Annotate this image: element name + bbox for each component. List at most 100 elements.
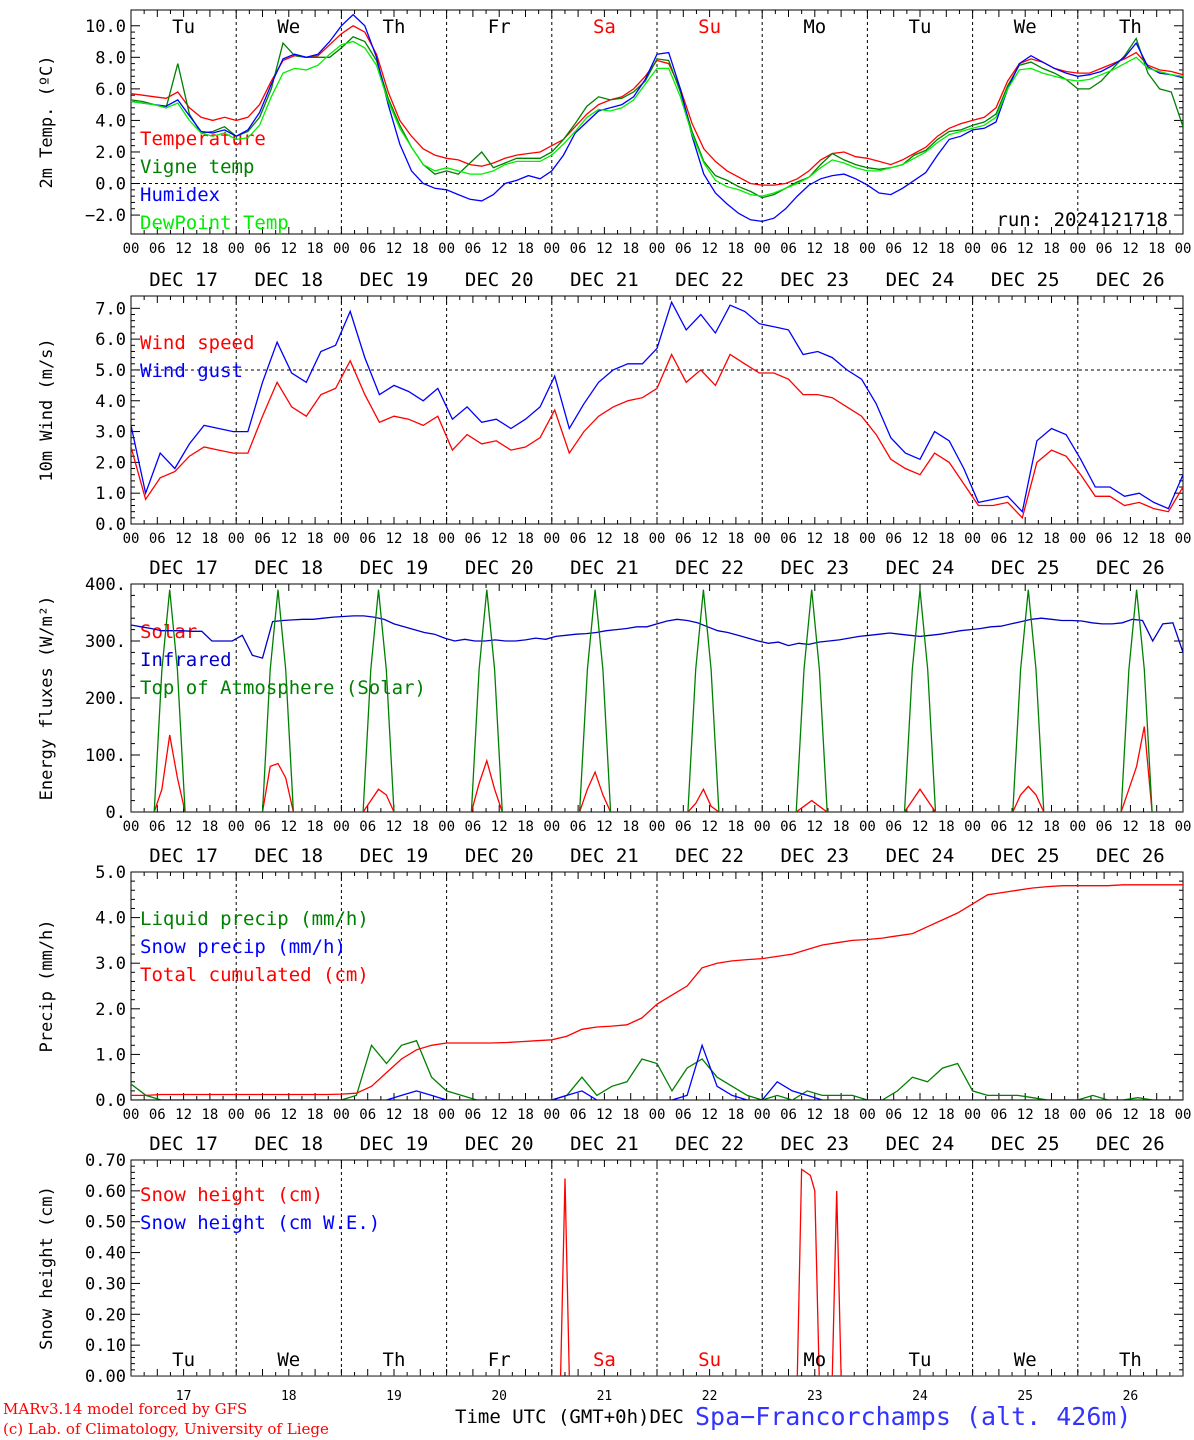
hour-label: 18 (1148, 531, 1165, 547)
y-tick-label: 0.0 (95, 1091, 126, 1111)
y-tick-label: 4.0 (95, 909, 126, 929)
legend-entry: Solar (140, 621, 197, 643)
hour-label: 18 (1148, 241, 1165, 257)
hour-label: 18 (412, 1107, 429, 1123)
y-tick-label: 3.0 (95, 954, 126, 974)
date-label: DEC 20 (465, 1133, 534, 1155)
hour-label: 12 (701, 819, 718, 835)
weekday-label: Su (698, 1349, 721, 1371)
hour-label: 18 (622, 819, 639, 835)
hour-label: 18 (938, 241, 955, 257)
hour-label: 12 (596, 241, 613, 257)
day-number-label: 23 (807, 1389, 823, 1404)
legend-entry: Temperature (140, 128, 266, 150)
series-line-2 (131, 615, 1183, 659)
y-tick-label: 0.0 (95, 515, 126, 535)
hour-label: 00 (228, 531, 245, 547)
hour-label: 12 (806, 241, 823, 257)
hour-label: 18 (622, 1107, 639, 1123)
hour-label: 06 (1096, 1107, 1113, 1123)
hour-label: 12 (1122, 241, 1139, 257)
hour-label: 18 (307, 1107, 324, 1123)
hour-label: 00 (754, 531, 771, 547)
date-label: DEC 21 (570, 557, 639, 579)
hour-label: 18 (201, 531, 218, 547)
hour-label: 06 (254, 819, 271, 835)
day-number-label: 21 (597, 1389, 613, 1404)
credit-line-1: MARv3.14 model forced by GFS (3, 1400, 248, 1418)
y-tick-label: 5.0 (95, 361, 126, 381)
hour-label: 06 (885, 819, 902, 835)
series-line-1 (131, 726, 1183, 812)
hour-label: 12 (386, 241, 403, 257)
date-label: DEC 18 (254, 845, 323, 867)
hour-label: 06 (570, 1107, 587, 1123)
y-axis-title: Snow height (cm) (37, 1186, 57, 1350)
hour-label: 18 (412, 531, 429, 547)
y-tick-label: 0.50 (85, 1213, 126, 1233)
hour-label: 12 (1122, 819, 1139, 835)
hour-label: 00 (859, 241, 876, 257)
weekday-label: Tu (172, 1349, 195, 1371)
hour-label: 06 (990, 241, 1007, 257)
legend-entry: Wind speed (140, 332, 254, 354)
hour-label: 00 (964, 819, 981, 835)
hour-label: 12 (491, 531, 508, 547)
hour-label: 18 (1043, 531, 1060, 547)
hour-label: 12 (491, 241, 508, 257)
weekday-label: We (1014, 16, 1037, 38)
y-tick-label: 300. (85, 632, 126, 652)
hour-label: 06 (149, 819, 166, 835)
hour-label: 18 (517, 819, 534, 835)
y-axis-title: 10m Wind (m/s) (37, 338, 57, 481)
legend-entry: Snow precip (mm/h) (140, 936, 346, 958)
hour-label: 12 (596, 531, 613, 547)
hour-label: 18 (727, 1107, 744, 1123)
hour-label: 00 (543, 819, 560, 835)
hour-label: 12 (596, 1107, 613, 1123)
hour-label: 06 (675, 241, 692, 257)
date-label: DEC 22 (675, 557, 744, 579)
date-label: DEC 21 (570, 845, 639, 867)
weekday-label: We (277, 1349, 300, 1371)
weekday-label: Th (383, 16, 406, 38)
hour-label: 06 (780, 531, 797, 547)
y-tick-label: 100. (85, 746, 126, 766)
panel-3: 0. 100. 200. 300. 400. Energy fluxes (W/m²) So… (37, 575, 1191, 867)
legend-entry: Infrared (140, 649, 232, 671)
hour-label: 06 (149, 241, 166, 257)
hour-label: 12 (1017, 819, 1034, 835)
y-tick-label: 1.0 (95, 484, 126, 504)
y-tick-label: 0.70 (85, 1151, 126, 1171)
hour-label: 12 (280, 1107, 297, 1123)
weekday-label: Fr (488, 1349, 511, 1371)
hour-label: 00 (1175, 1107, 1192, 1123)
hour-label: 00 (228, 241, 245, 257)
date-label: DEC 22 (675, 1133, 744, 1155)
hour-label: 12 (175, 241, 192, 257)
hour-label: 12 (701, 1107, 718, 1123)
hour-label: 18 (833, 819, 850, 835)
hour-label: 18 (1043, 819, 1060, 835)
weekday-label: Th (1119, 16, 1142, 38)
y-tick-label: 4.0 (95, 392, 126, 412)
y-tick-label: 3.0 (95, 423, 126, 443)
weekday-label: Th (1119, 1349, 1142, 1371)
hour-label: 00 (754, 241, 771, 257)
hour-label: 00 (649, 819, 666, 835)
hour-label: 06 (1096, 531, 1113, 547)
hour-label: 00 (1069, 819, 1086, 835)
hour-label: 18 (1148, 819, 1165, 835)
legend-entry: Snow height (cm W.E.) (140, 1212, 380, 1234)
hour-label: 18 (833, 1107, 850, 1123)
legend-entry: Vigne temp (140, 156, 254, 178)
weekday-label: Mo (803, 1349, 826, 1371)
hour-label: 06 (570, 819, 587, 835)
hour-label: 06 (1096, 241, 1113, 257)
legend-entry: Humidex (140, 184, 220, 206)
y-tick-label: 400. (85, 575, 126, 595)
hour-label: 00 (438, 241, 455, 257)
y-tick-label: 0. (106, 803, 126, 823)
hour-label: 06 (675, 1107, 692, 1123)
